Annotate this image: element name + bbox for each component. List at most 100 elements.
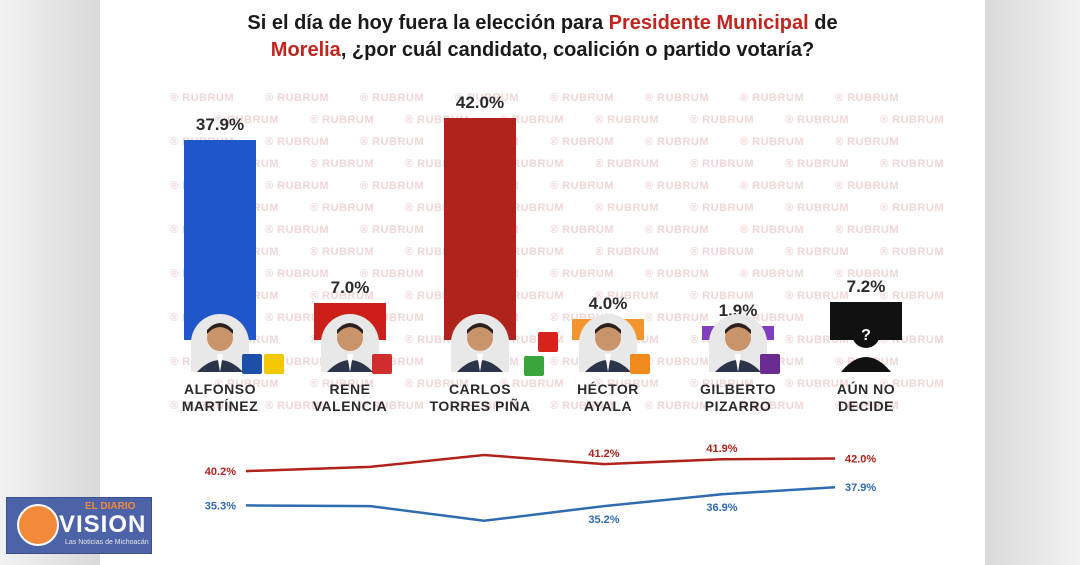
watermark-text: ® RUBRUM [360, 400, 425, 412]
watermark-text: ® RUBRUM [785, 158, 850, 170]
watermark-text: ® RUBRUM [880, 114, 945, 126]
chart-title: Si el día de hoy fuera la elección para … [100, 10, 985, 64]
watermark-text: ® RUBRUM [740, 136, 805, 148]
left-margin [0, 0, 100, 565]
watermark-text: ® RUBRUM [360, 92, 425, 104]
bar-value-label: 37.9% [195, 114, 245, 134]
logo-sub-text: Las Noticias de Michoacán [65, 539, 149, 546]
party-logo-verde-icon [524, 356, 544, 376]
watermark-text: ® RUBRUM [595, 158, 660, 170]
watermark-text: ® RUBRUM [740, 268, 805, 280]
candidate-name-line1: GILBERTO [699, 381, 777, 397]
party-logo-mc-icon [630, 354, 650, 374]
candidate-photo [321, 314, 379, 372]
watermark-text: ® RUBRUM [690, 378, 755, 390]
candidate-photo [579, 314, 637, 372]
title-highlight-2: Morelia [270, 39, 341, 61]
watermark-text: ® RUBRUM [785, 378, 850, 390]
watermark-text: ® RUBRUM [455, 92, 520, 104]
candidate-name-line2: MARTÍNEZ [181, 398, 259, 414]
undecided-silhouette-icon: ? [837, 314, 895, 372]
watermark-text: ® RUBRUM [645, 180, 710, 192]
watermark-text: ® RUBRUM [690, 246, 755, 258]
watermark-text: ® RUBRUM [690, 114, 755, 126]
right-margin [985, 0, 1080, 565]
watermark-text: ® RUBRUM [880, 246, 945, 258]
watermark-text: ® RUBRUM [550, 224, 615, 236]
watermark-text: ® RUBRUM [550, 136, 615, 148]
watermark-text: ® RUBRUM [265, 224, 330, 236]
watermark-text: ® RUBRUM [170, 92, 235, 104]
watermark-text: ® RUBRUM [170, 400, 235, 412]
party-logo-pan-icon [242, 354, 262, 374]
watermark-text: ® RUBRUM [835, 136, 900, 148]
candidate-name-line2: PIZARRO [704, 398, 772, 414]
candidate-name: GILBERTO PIZARRO [673, 381, 803, 415]
watermark-text: ® RUBRUM [500, 378, 565, 390]
candidate-name: HÉCTOR AYALA [543, 381, 673, 415]
watermark-text: ® RUBRUM [740, 180, 805, 192]
watermark-text: ® RUBRUM [880, 158, 945, 170]
watermark-text: ® RUBRUM [595, 290, 660, 302]
watermark-text: ® RUBRUM [310, 114, 375, 126]
watermark-text: ® RUBRUM [880, 378, 945, 390]
watermark-text: ® RUBRUM [645, 224, 710, 236]
watermark-text: ® RUBRUM [645, 312, 710, 324]
watermark-text: ® RUBRUM [550, 400, 615, 412]
watermark-text: ® RUBRUM [595, 246, 660, 258]
candidate-photo [451, 314, 509, 372]
watermark-text: ® RUBRUM [835, 180, 900, 192]
watermark-text: ® RUBRUM [740, 92, 805, 104]
candidate-photo [709, 314, 767, 372]
bar-value-label: 42.0% [455, 93, 505, 112]
party-logo-pri-icon [372, 354, 392, 374]
watermark-text: ® RUBRUM [310, 290, 375, 302]
title-part-3: , ¿por cuál candidato, coalición o parti… [340, 39, 815, 61]
candidate-name-line2: DECIDE [838, 398, 894, 414]
watermark-text: ® RUBRUM [310, 158, 375, 170]
watermark-text: ® RUBRUM [265, 180, 330, 192]
watermark-text: ® RUBRUM [265, 312, 330, 324]
watermark-text: ® RUBRUM [215, 378, 280, 390]
watermark-text: ® RUBRUM [310, 202, 375, 214]
bar-1 [184, 139, 256, 340]
party-logo-pt-icon [538, 332, 558, 352]
candidate-name: ALFONSO MARTÍNEZ [155, 381, 285, 415]
candidate-name-line2: VALENCIA [312, 398, 388, 414]
watermark-text: ® RUBRUM [690, 158, 755, 170]
watermark-text: ® RUBRUM [880, 202, 945, 214]
party-logo-prd-icon [264, 354, 284, 374]
candidate-name: CARLOS TORRES PIÑA [415, 381, 545, 415]
watermark-text: ® RUBRUM [550, 180, 615, 192]
watermark-text: ® RUBRUM [595, 378, 660, 390]
logo-circle-icon [17, 504, 59, 546]
watermark-text: ® RUBRUM [595, 202, 660, 214]
watermark-text: ® RUBRUM [265, 400, 330, 412]
title-part-1: Si el día de hoy fuera la elección para [247, 12, 609, 34]
watermark-text: ® RUBRUM [690, 202, 755, 214]
bar-value-label: 7.2% [846, 276, 886, 296]
candidate-photo [191, 314, 249, 372]
watermark-text: ® RUBRUM [645, 268, 710, 280]
watermark-text: ® RUBRUM [360, 180, 425, 192]
candidate-name: RENE VALENCIA [285, 381, 415, 415]
watermark-text: ® RUBRUM [215, 114, 280, 126]
watermark-text: ® RUBRUM [835, 268, 900, 280]
watermark-text: ® RUBRUM [310, 378, 375, 390]
title-highlight-1: Presidente Municipal [608, 12, 809, 34]
watermark-text: ® RUBRUM [785, 202, 850, 214]
watermark-text: ® RUBRUM [645, 400, 710, 412]
title-part-2: de [808, 12, 838, 34]
watermark-text: ® RUBRUM [265, 136, 330, 148]
bar-3 [444, 118, 516, 340]
watermark-text: ® RUBRUM [265, 92, 330, 104]
watermark-text: ® RUBRUM [360, 136, 425, 148]
watermark-text: ® RUBRUM [785, 290, 850, 302]
bar-value-label: 7.0% [330, 278, 370, 297]
watermark-text: ® RUBRUM [740, 400, 805, 412]
watermark-text: ® RUBRUM [785, 246, 850, 258]
svg-text:?: ? [861, 327, 871, 344]
candidate-name-line2: TORRES PIÑA [429, 398, 531, 414]
watermark-text: ® RUBRUM [595, 114, 660, 126]
candidate-name-line1: ALFONSO [184, 381, 256, 397]
